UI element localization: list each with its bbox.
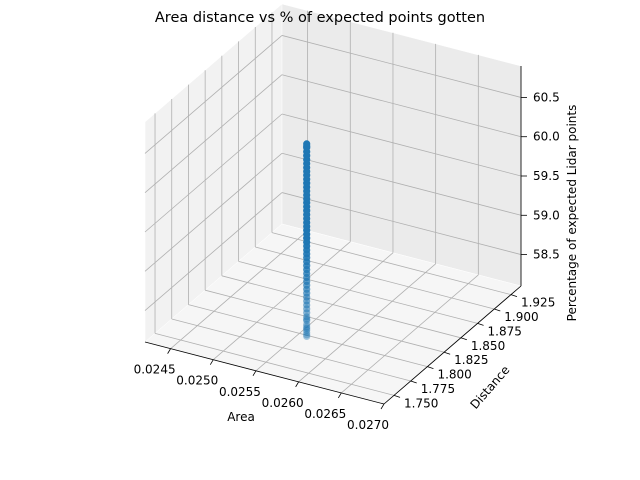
tick-x <box>167 348 171 354</box>
y-tick-label: 1.875 <box>488 324 522 338</box>
gridline-z <box>281 74 522 138</box>
data-point <box>303 324 311 333</box>
gridline-z <box>144 113 283 233</box>
gridline-z <box>144 35 283 154</box>
tick-x <box>337 392 342 399</box>
data-point <box>303 328 311 337</box>
gridline-x <box>341 274 479 394</box>
gridline-z <box>144 74 283 194</box>
gridline-x <box>298 263 436 383</box>
y-tick-label: 1.925 <box>521 296 555 310</box>
tick-y <box>460 337 467 341</box>
gridline-y <box>271 232 512 296</box>
tick-y <box>427 366 434 369</box>
gridline-y <box>221 275 461 339</box>
tick-y <box>444 351 451 355</box>
gridline-z <box>281 152 522 216</box>
gridline-x <box>255 252 394 372</box>
axis-panes <box>144 3 522 405</box>
chart-title: Area distance vs % of expected points go… <box>155 10 485 26</box>
gridline-z <box>281 192 522 255</box>
y-tick-label: 1.850 <box>471 339 505 353</box>
z-tick-label: 59.0 <box>533 208 560 222</box>
gridline-y <box>171 318 411 382</box>
x-axis-line <box>144 341 385 405</box>
data-point <box>303 140 311 148</box>
y-tick-label: 1.750 <box>404 396 438 410</box>
x-tick-label: 0.0245 <box>134 363 176 377</box>
z-tick-label: 58.5 <box>533 248 560 262</box>
z-tick-label: 59.5 <box>533 169 560 183</box>
x-tick-label: 0.0250 <box>176 374 218 388</box>
data-point <box>303 323 311 331</box>
data-point <box>303 321 311 329</box>
gridlines <box>144 10 522 405</box>
gridline-y <box>205 289 445 353</box>
z-tick-label: 60.5 <box>533 90 560 104</box>
y-axis-label: Distance <box>467 363 512 412</box>
gridline-z <box>281 35 522 98</box>
tick-y <box>410 380 417 384</box>
x-tick-label: 0.0255 <box>219 385 261 399</box>
tick-x <box>380 403 385 410</box>
y-axis-line <box>383 285 522 405</box>
data-point <box>303 331 311 339</box>
x-tick-label: 0.0265 <box>304 407 346 421</box>
data-point <box>303 332 311 340</box>
gridline-z <box>144 192 283 311</box>
data-point <box>303 326 311 334</box>
tick-marks <box>167 97 527 410</box>
y-tick-label: 1.900 <box>504 310 538 324</box>
tick-x <box>209 359 214 365</box>
y-tick-label: 1.800 <box>437 368 471 382</box>
x-tick-label: 0.0270 <box>347 418 389 432</box>
gridline-y <box>238 261 478 324</box>
tick-x <box>252 370 257 376</box>
gridline-y <box>154 332 395 396</box>
gridline-y <box>188 304 428 367</box>
data-point <box>303 315 311 323</box>
gridline-x <box>170 230 308 349</box>
tick-x <box>295 381 299 388</box>
x-axis-label: Area <box>227 410 255 424</box>
x-tick-label: 0.0260 <box>262 396 304 410</box>
gridline-y <box>255 246 495 310</box>
gridline-x <box>213 241 351 361</box>
z-tick-label: 60.0 <box>533 130 560 144</box>
tick-y <box>393 394 401 398</box>
tick-y <box>494 308 501 312</box>
z-axis-label: Percentage of expected Lidar points <box>565 105 579 322</box>
gridline-z <box>281 113 522 177</box>
gridline-z <box>144 152 283 272</box>
y-tick-label: 1.825 <box>454 353 488 367</box>
y-tick-label: 1.775 <box>421 382 455 396</box>
data-points <box>303 140 311 340</box>
tick-y <box>477 323 484 326</box>
tick-y <box>510 294 518 298</box>
